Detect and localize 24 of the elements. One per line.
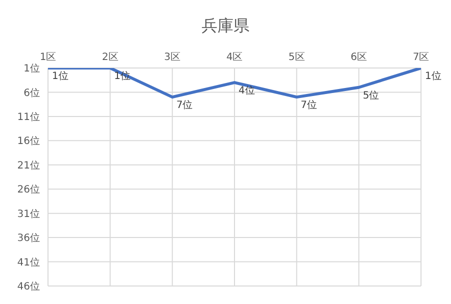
data-label: 1位 <box>425 70 442 82</box>
y-tick-label: 41位 <box>17 256 40 268</box>
y-tick-label: 21位 <box>17 159 40 172</box>
y-tick-label: 11位 <box>17 110 40 123</box>
x-tick-label: 2区 <box>102 52 118 63</box>
data-label: 4位 <box>238 84 255 97</box>
data-label: 7位 <box>176 99 193 112</box>
y-tick-label: 16位 <box>17 135 40 148</box>
data-label: 1位 <box>52 70 68 82</box>
y-tick-label: 6位 <box>24 86 40 99</box>
x-tick-label: 4区 <box>226 52 243 63</box>
x-tick-label: 1区 <box>40 52 56 63</box>
chart-title: 兵庫県 <box>200 15 250 37</box>
y-tick-label: 31位 <box>17 208 40 220</box>
y-tick-label: 36位 <box>17 232 40 244</box>
y-tick-label: 46位 <box>17 280 40 293</box>
data-label: 5位 <box>362 89 380 102</box>
x-tick-label: 5区 <box>288 52 305 63</box>
y-tick-label: 1位 <box>24 62 40 75</box>
x-tick-label: 6区 <box>350 52 368 63</box>
y-tick-label: 26位 <box>17 184 40 196</box>
x-tick-label: 7区 <box>412 52 430 63</box>
x-tick-label: 3区 <box>164 52 181 63</box>
data-label: 7位 <box>300 99 318 112</box>
